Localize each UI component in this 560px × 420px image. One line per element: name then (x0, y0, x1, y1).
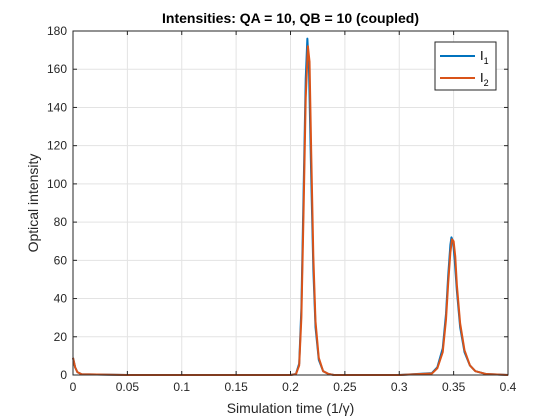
legend-subscript-1: 1 (484, 56, 489, 66)
legend-label-2: I2 (480, 70, 489, 88)
y-tick-label: 0 (60, 368, 67, 382)
x-tick-label: 0.15 (224, 380, 248, 394)
x-tick-label: 0 (70, 380, 77, 394)
y-tick-label: 80 (54, 215, 68, 229)
x-tick-label: 0.1 (173, 380, 190, 394)
y-tick-label: 180 (47, 24, 67, 38)
x-tick-label: 0.35 (442, 380, 466, 394)
x-tick-label: 0.3 (391, 380, 408, 394)
y-tick-label: 60 (54, 253, 68, 267)
x-tick-label: 0.2 (282, 380, 299, 394)
legend-subscript-2: 2 (484, 78, 489, 88)
y-axis-label: Optical intensity (25, 154, 41, 253)
legend-box (434, 41, 497, 91)
y-tick-label: 160 (47, 62, 67, 76)
legend-label-1: I1 (480, 48, 489, 66)
chart-title: Intensities: QA = 10, QB = 10 (coupled) (162, 10, 419, 26)
x-tick-label: 0.25 (333, 380, 357, 394)
y-tick-label: 120 (47, 139, 67, 153)
y-tick-label: 100 (47, 177, 67, 191)
x-tick-label: 0.05 (116, 380, 140, 394)
y-tick-label: 140 (47, 100, 67, 114)
x-axis-label: Simulation time (1/γ) (227, 400, 355, 416)
x-tick-label: 0.4 (500, 380, 517, 394)
y-tick-label: 40 (54, 292, 68, 306)
y-tick-label: 20 (54, 330, 68, 344)
